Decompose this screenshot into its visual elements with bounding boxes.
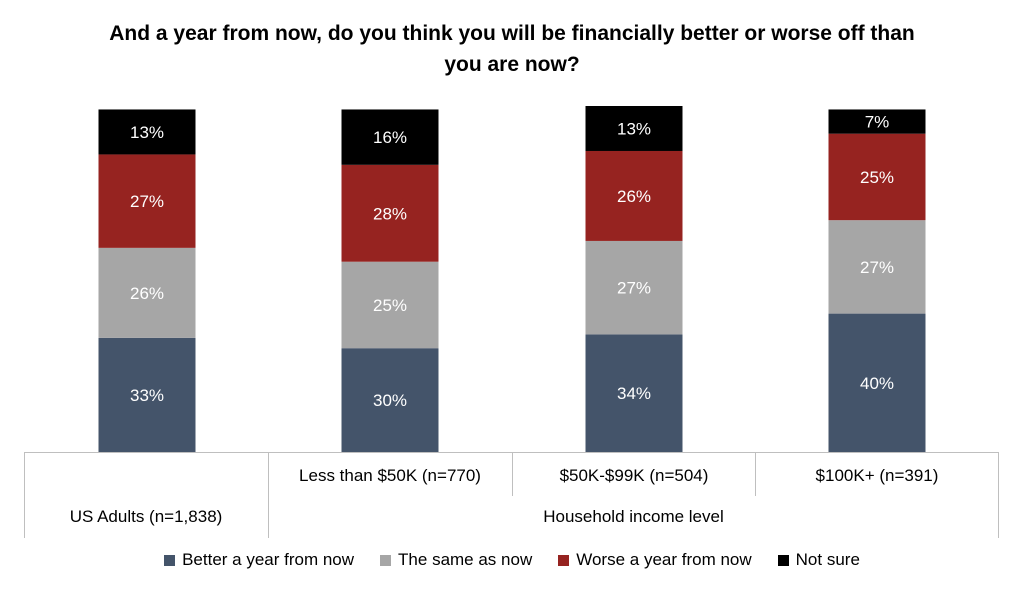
category-label-1: US Adults (n=1,838) [69,507,223,526]
legend-swatch [777,554,789,566]
legend: Better a year from now The same as now Wor… [0,548,1024,572]
category-label-3: $50K-$99K (n=504) [559,466,709,485]
data-label-2-cat-1: 26% [130,284,164,303]
bar-segment-4-cat-4 [828,109,926,134]
bar-segment-3-cat-1 [98,154,196,248]
bar-segment-1-cat-4 [828,313,926,452]
data-label-3-cat-4: 25% [860,168,894,187]
bar-segment-4-cat-2 [341,109,439,165]
data-label-1-cat-3: 34% [617,384,651,403]
legend-label: The same as now [398,550,533,569]
bar-segment-3-cat-2 [341,164,439,262]
category-table-lines [24,452,999,538]
data-label-1-cat-2: 30% [373,391,407,410]
chart-title: And a year from now, do you think you wi… [109,22,915,76]
bar-segment-1-cat-2 [341,348,439,452]
data-label-3-cat-1: 27% [130,192,164,211]
bar-segment-2-cat-3 [585,240,683,335]
data-label-1-cat-4: 40% [860,374,894,393]
legend-item-4: Not sure [777,550,860,570]
data-label-3-cat-3: 26% [617,187,651,206]
data-label-4-cat-4: 7% [865,113,890,132]
legend-swatch [558,554,570,566]
bar-segment-4-cat-3 [585,106,683,151]
data-label-4-cat-2: 16% [373,128,407,147]
bars-layer: 33% 26% 27% 13% 30% 25% 28% 16% 34% 27% 26% 13% 40% 2… [98,106,926,452]
bar-segment-3-cat-4 [828,133,926,221]
bar-segment-1-cat-3 [585,334,683,452]
legend-item-2: The same as now [380,550,532,570]
data-label-2-cat-2: 25% [373,296,407,315]
category-label-2: Less than $50K (n=770) [299,466,481,485]
bar-segment-1-cat-1 [98,337,196,452]
data-label-1-cat-1: 33% [130,386,164,405]
bar-segment-2-cat-4 [828,220,926,314]
data-label-2-cat-4: 27% [860,258,894,277]
legend-label: Better a year from now [182,550,355,569]
category-group-label: Household income level [543,507,724,526]
data-label-4-cat-3: 13% [617,119,651,138]
legend-label: Worse a year from now [576,550,752,569]
bar-segment-2-cat-1 [98,247,196,338]
bar-segment-4-cat-1 [98,109,196,155]
bar-segment-2-cat-2 [341,261,439,349]
bar-segment-3-cat-3 [585,150,683,241]
legend-swatch [164,554,176,566]
legend-swatch [380,554,392,566]
data-label-4-cat-1: 13% [130,123,164,142]
legend-item-3: Worse a year from now [558,550,752,570]
data-label-3-cat-2: 28% [373,204,407,223]
legend-item-1: Better a year from now [164,550,354,570]
category-label-4: $100K+ (n=391) [815,466,939,485]
data-label-2-cat-3: 27% [617,279,651,298]
legend-label: Not sure [795,550,860,569]
